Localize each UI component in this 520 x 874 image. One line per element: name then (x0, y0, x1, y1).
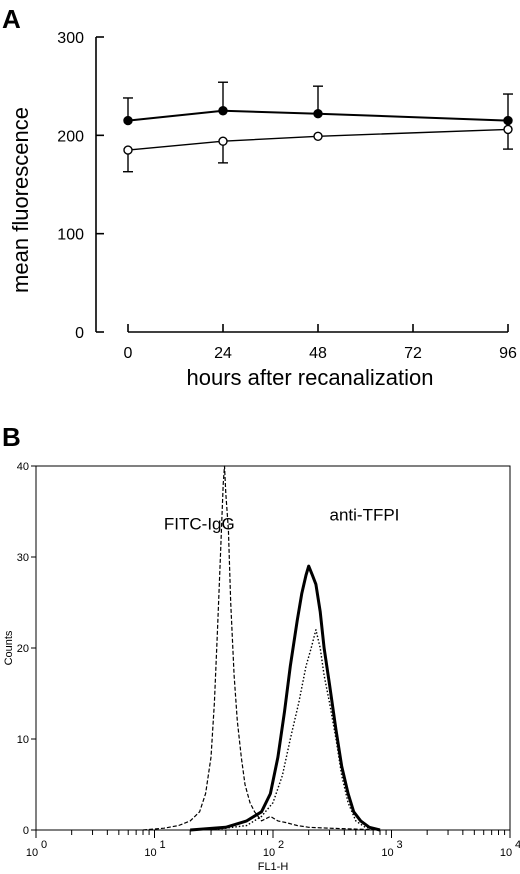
chart-b-x-tick-exponent: 4 (515, 839, 520, 851)
chart-b-x-tick-exponent: 0 (41, 839, 47, 851)
chart-b-histogram-solid-thick (190, 564, 381, 832)
chart-b-annotation-fitc-igg: FITC-IgG (164, 515, 235, 534)
chart-a-y-tick-label: 0 (75, 325, 84, 342)
chart-a-point (313, 131, 323, 142)
chart-a-x-tick-label: 48 (309, 345, 327, 362)
chart-b-x-axis-title: FL1-H (258, 861, 289, 873)
chart-a-point (218, 136, 228, 146)
chart-b-y-axis-title: Counts (3, 630, 15, 665)
chart-b-y-tick-label: 10 (17, 734, 29, 746)
chart-b-x-tick-label: 10 (144, 847, 156, 859)
chart-b-histogram-dotted (210, 629, 381, 831)
chart-b-y-tick-label: 0 (23, 825, 29, 837)
chart-a-x-ticks: 0 24 48 72 96 (124, 324, 517, 362)
chart-a-x-tick-label: 0 (124, 345, 133, 362)
chart-a-point (503, 115, 513, 126)
chart-a-series-line-1 (127, 109, 509, 122)
chart-a-point (313, 108, 323, 119)
chart-a-x-axis-title: hours after recanalization (186, 365, 433, 390)
chart-b-x-tick-exponent: 2 (278, 839, 284, 851)
chart-a-x-tick-label: 24 (214, 345, 232, 362)
chart-b-x-tick-label: 10 (26, 847, 38, 859)
chart-b-x-tick-exponent: 3 (397, 839, 403, 851)
chart-a-point (123, 145, 133, 155)
panel-a-label: A (2, 4, 21, 34)
panel-b-label: B (2, 422, 21, 452)
chart-b-histogram-dashed (142, 465, 381, 831)
chart-b-y-tick-label: 40 (17, 461, 29, 473)
chart-a-x-tick-label: 72 (404, 345, 422, 362)
chart-a-point (503, 124, 513, 135)
chart-b-x-tick-label: 10 (263, 847, 275, 859)
chart-b-y-tick-label: 20 (17, 643, 29, 655)
chart-a-y-ticks: 0 100 200 300 (57, 30, 104, 342)
chart-a-point (123, 115, 133, 126)
chart-b-x-tick-exponent: 1 (160, 839, 166, 851)
chart-a-series-line-2 (127, 128, 509, 151)
chart-a-y-tick-label: 300 (57, 30, 84, 47)
chart-a-point (218, 106, 228, 116)
chart-b-x-tick-label: 10 (500, 847, 512, 859)
chart-a-x-tick-label: 96 (499, 345, 517, 362)
chart-b-y-ticks: 0 10 20 30 40 (17, 461, 36, 837)
chart-a-y-axis-title: mean fluorescence (8, 107, 33, 293)
chart-a-y-tick-label: 100 (57, 227, 84, 244)
chart-a-y-tick-label: 200 (57, 128, 84, 145)
chart-b-x-tick-label: 10 (381, 847, 393, 859)
chart-a-series (123, 81, 513, 173)
chart-b-series (142, 465, 381, 832)
chart-b-y-tick-label: 30 (17, 552, 29, 564)
chart-b-annotation-anti-tfpi: anti-TFPI (330, 506, 400, 525)
